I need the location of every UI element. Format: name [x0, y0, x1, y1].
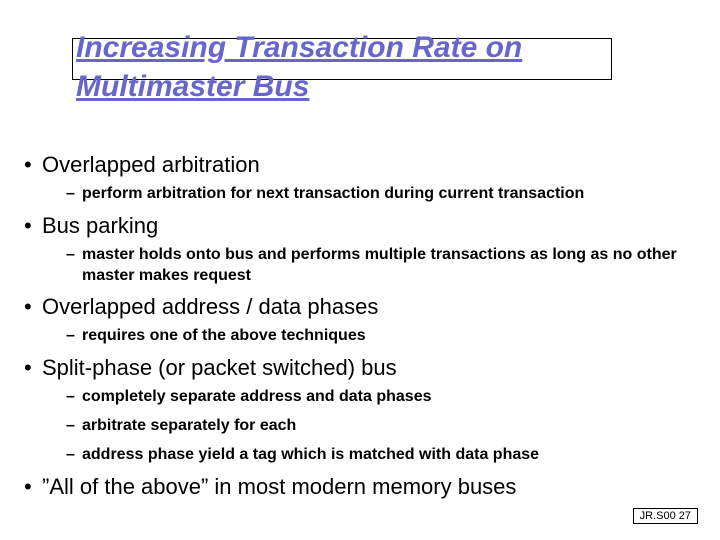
sub-bullet-item: – address phase yield a tag which is mat…	[66, 445, 696, 466]
bullet-dot-icon: •	[24, 474, 42, 500]
bullet-item: • Bus parking	[24, 213, 696, 239]
bullet-dot-icon: •	[24, 213, 42, 239]
bullet-item: • Overlapped address / data phases	[24, 294, 696, 320]
dash-icon: –	[66, 184, 82, 205]
sub-bullet-item: – requires one of the above techniques	[66, 326, 696, 347]
bullet-text: Split-phase (or packet switched) bus	[42, 355, 397, 381]
bullet-dot-icon: •	[24, 355, 42, 381]
sub-bullet-text: perform arbitration for next transaction…	[82, 184, 696, 205]
sub-bullet-item: – perform arbitration for next transacti…	[66, 184, 696, 205]
bullet-item: • Overlapped arbitration	[24, 152, 696, 178]
sub-bullet-item: – completely separate address and data p…	[66, 387, 696, 408]
sub-bullet-text: completely separate address and data pha…	[82, 387, 696, 408]
sub-bullet-text: arbitrate separately for each	[82, 416, 696, 437]
sub-bullet-item: – master holds onto bus and performs mul…	[66, 245, 696, 287]
bullet-item: • Split-phase (or packet switched) bus	[24, 355, 696, 381]
bullet-text: Bus parking	[42, 213, 158, 239]
footer-label: JR.S00 27	[633, 508, 698, 524]
dash-icon: –	[66, 245, 82, 266]
slide-title: Increasing Transaction Rate on Multimast…	[76, 28, 644, 106]
dash-icon: –	[66, 445, 82, 466]
sub-bullet-item: – arbitrate separately for each	[66, 416, 696, 437]
title-container: Increasing Transaction Rate on Multimast…	[76, 28, 644, 106]
content-area: • Overlapped arbitration – perform arbit…	[24, 152, 696, 506]
bullet-dot-icon: •	[24, 294, 42, 320]
bullet-text: Overlapped arbitration	[42, 152, 260, 178]
bullet-item: • ”All of the above” in most modern memo…	[24, 474, 696, 500]
bullet-text: ”All of the above” in most modern memory…	[42, 474, 516, 500]
sub-bullet-text: requires one of the above techniques	[82, 326, 696, 347]
dash-icon: –	[66, 387, 82, 408]
bullet-dot-icon: •	[24, 152, 42, 178]
dash-icon: –	[66, 416, 82, 437]
dash-icon: –	[66, 326, 82, 347]
bullet-text: Overlapped address / data phases	[42, 294, 378, 320]
sub-bullet-text: master holds onto bus and performs multi…	[82, 245, 696, 287]
sub-bullet-text: address phase yield a tag which is match…	[82, 445, 696, 466]
